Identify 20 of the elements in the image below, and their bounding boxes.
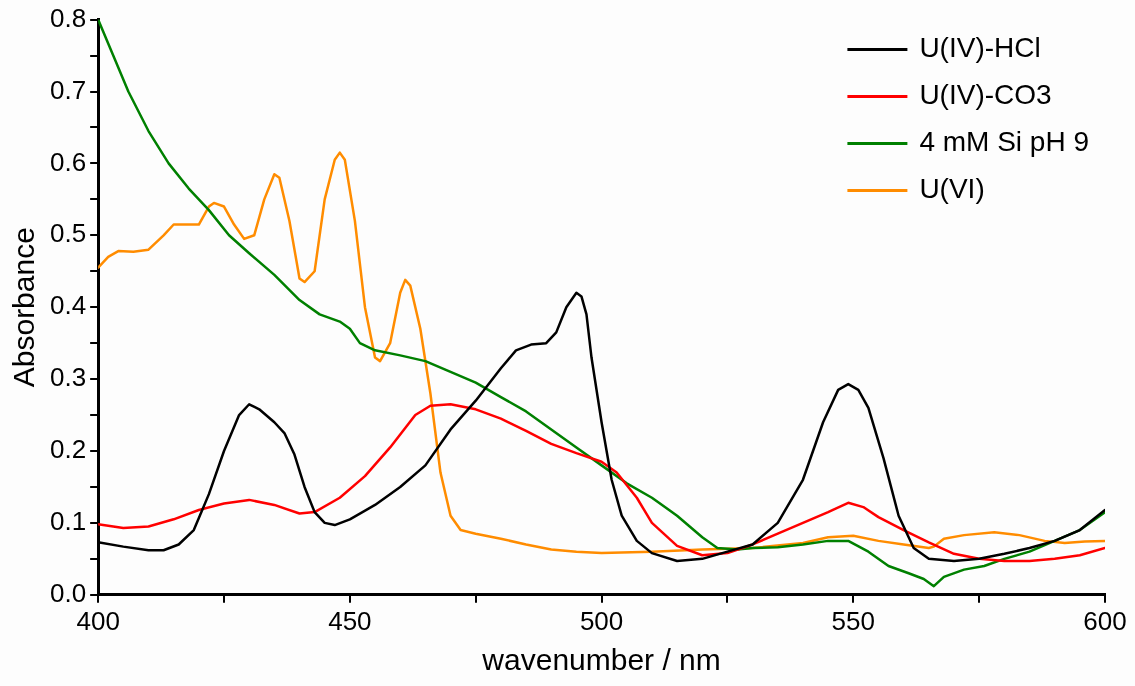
x-tick-label: 450 xyxy=(328,605,372,636)
y-tick-label: 0.0 xyxy=(49,577,87,608)
x-tick-label: 400 xyxy=(76,605,120,636)
x-tick-label: 600 xyxy=(1083,605,1127,636)
legend-label: U(IV)-HCl xyxy=(919,32,1041,64)
legend-label: U(IV)-CO3 xyxy=(919,79,1052,111)
y-tick-label: 0.3 xyxy=(49,362,87,393)
y-tick-label: 0.2 xyxy=(49,434,87,465)
x-tick-label: 550 xyxy=(831,605,875,636)
y-axis-title: Absorbance xyxy=(7,227,41,388)
y-tick-label: 0.8 xyxy=(49,2,87,33)
x-axis-title: wavenumber / nm xyxy=(481,643,721,677)
x-tick-label: 500 xyxy=(579,605,624,636)
legend-label: 4 mM Si pH 9 xyxy=(919,126,1090,158)
y-tick-label: 0.5 xyxy=(49,218,87,249)
y-tick-label: 0.1 xyxy=(49,506,87,537)
legend-label: U(VI) xyxy=(919,173,985,205)
y-tick-label: 0.4 xyxy=(49,290,87,321)
y-tick-label: 0.6 xyxy=(49,146,87,177)
y-tick-label: 0.7 xyxy=(49,74,87,105)
